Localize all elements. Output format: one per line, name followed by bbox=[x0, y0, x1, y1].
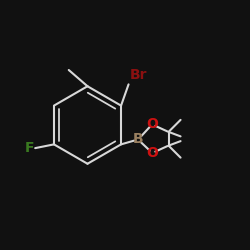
Text: O: O bbox=[146, 118, 158, 132]
Text: O: O bbox=[146, 146, 158, 160]
Text: Br: Br bbox=[129, 68, 147, 82]
Text: B: B bbox=[133, 132, 144, 146]
Text: F: F bbox=[24, 141, 34, 155]
